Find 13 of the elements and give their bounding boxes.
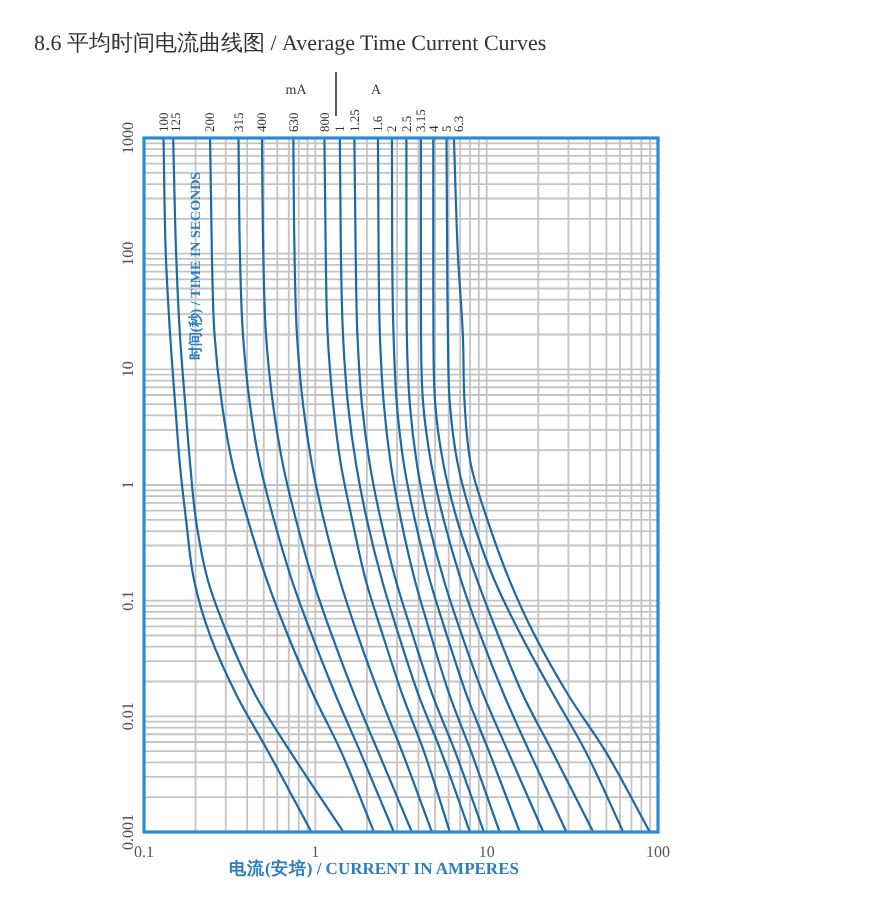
y-tick-label: 0.1 — [119, 590, 137, 611]
x-tick-label: 0.1 — [134, 843, 154, 861]
chart-title: 8.6 平均时间电流曲线图 / Average Time Current Curves — [34, 30, 547, 56]
x-axis-title: 电流(安培) / CURRENT IN AMPERES — [229, 858, 520, 878]
y-tick-label: 0.001 — [119, 814, 137, 850]
y-tick-label: 0.01 — [119, 702, 137, 731]
y-tick-label: 100 — [119, 241, 137, 266]
x-tick-label: 1 — [311, 843, 320, 861]
y-tick-label: 1000 — [119, 122, 137, 154]
x-tick-label: 100 — [646, 843, 670, 861]
y-tick-label: 1 — [119, 481, 137, 489]
y-tick-label: 10 — [119, 361, 137, 378]
x-tick-label: 10 — [478, 843, 495, 861]
